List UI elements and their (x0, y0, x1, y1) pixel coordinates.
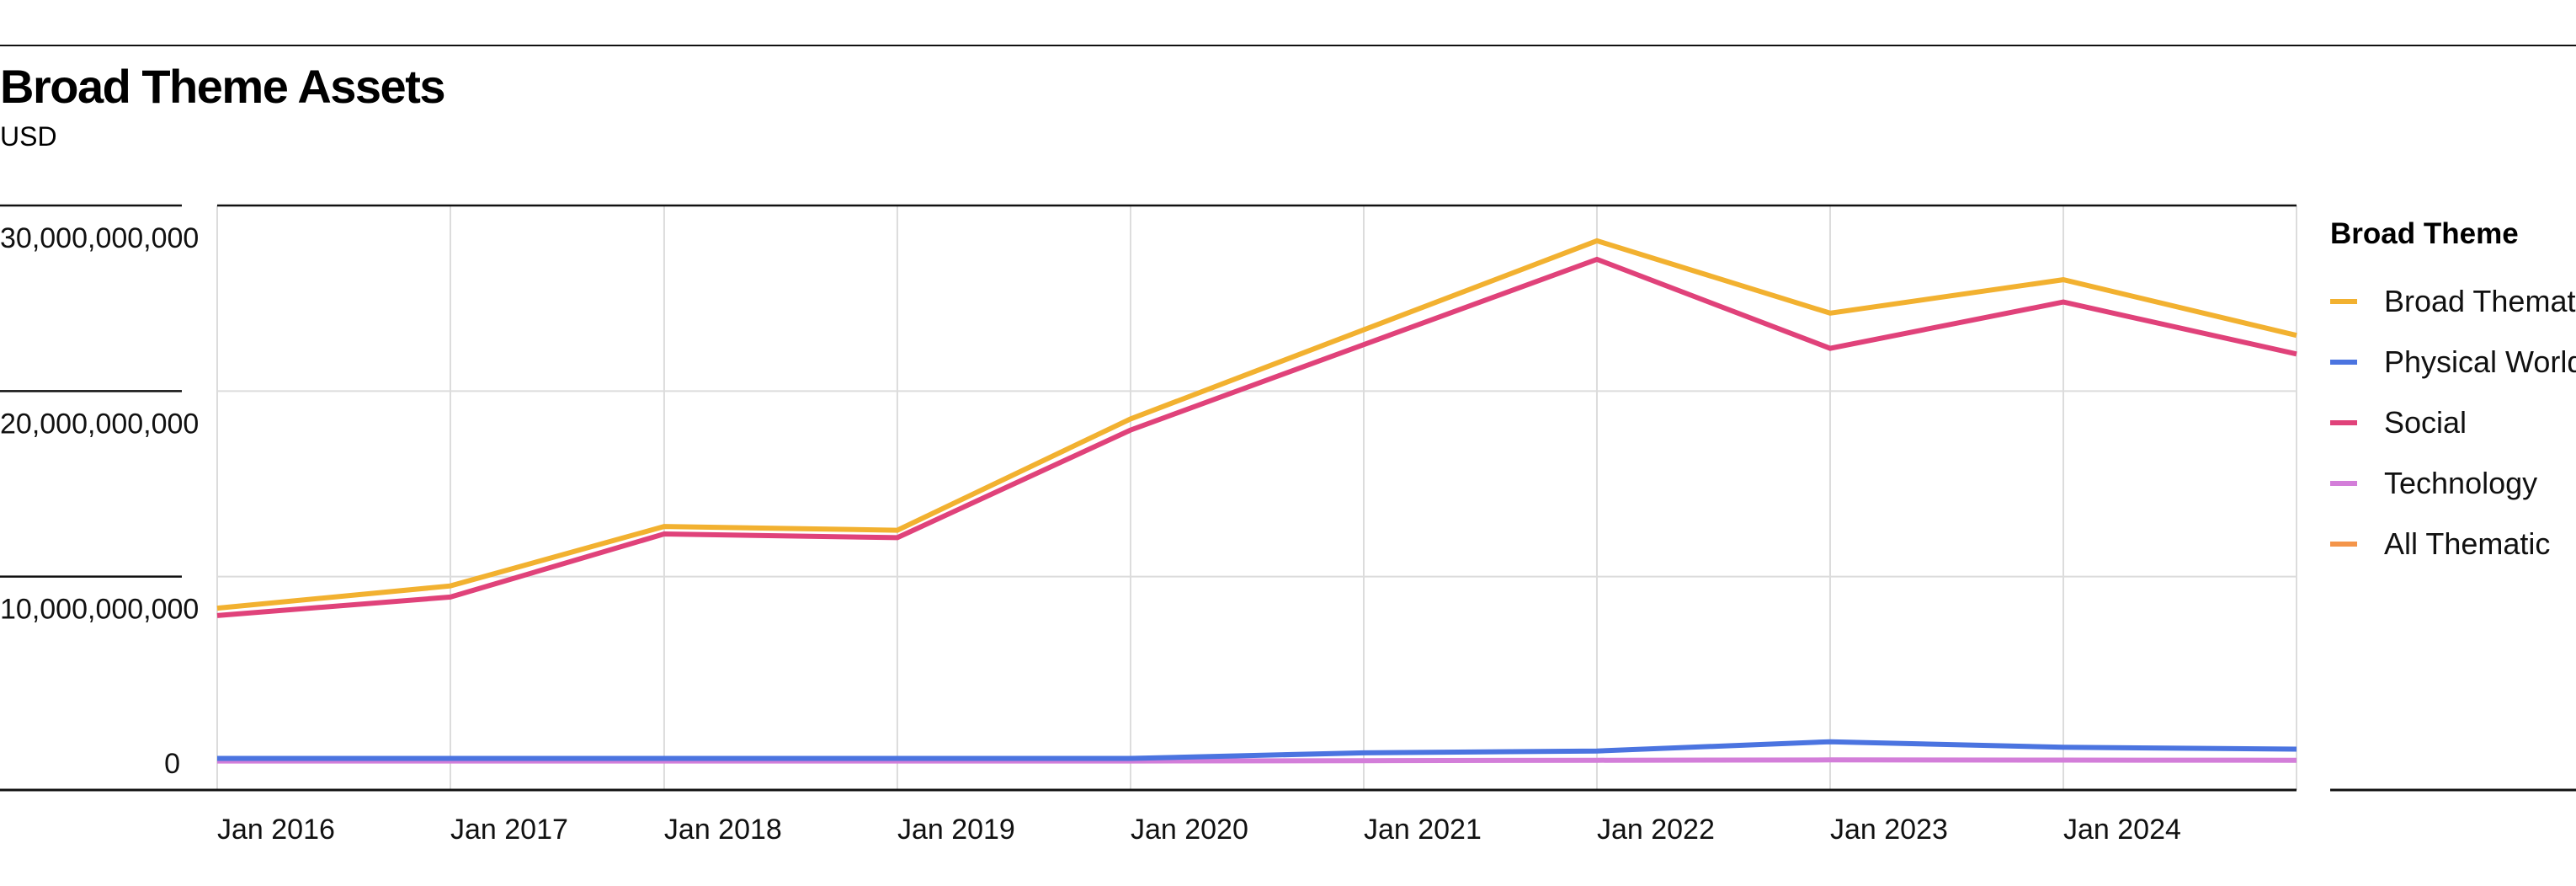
legend-label: All Thematic (2384, 526, 2551, 561)
y-tick-label: 20,000,000,000 (0, 408, 199, 440)
top-rule (0, 45, 2576, 46)
legend-item-broad-thematic[interactable]: Broad Thematic (2330, 271, 2576, 332)
x-tick-label: Jan 2021 (1364, 814, 1482, 846)
y-tick-label: 0 (164, 748, 180, 780)
x-tick-label: Jan 2017 (450, 814, 568, 846)
legend-label: Social (2384, 405, 2467, 440)
series-line-broad-thematic (216, 238, 2297, 611)
legend-item-technology[interactable]: Technology (2330, 453, 2576, 514)
legend-swatch (2330, 481, 2357, 486)
legend-label: Broad Thematic (2384, 284, 2576, 318)
x-tick-label: Jan 2016 (217, 814, 335, 846)
legend-swatch (2330, 542, 2357, 547)
series-line-social (216, 256, 2297, 618)
x-tick-label: Jan 2023 (1830, 814, 1948, 846)
legend-swatch (2330, 360, 2357, 365)
series-line-technology (217, 757, 2297, 764)
legend-item-physical-world[interactable]: Physical World (2330, 332, 2576, 392)
legend-item-all-thematic[interactable]: All Thematic (2330, 514, 2576, 574)
legend-item-social[interactable]: Social (2330, 392, 2576, 453)
x-tick-label: Jan 2018 (664, 814, 782, 846)
legend-title: Broad Theme (2330, 217, 2519, 250)
y-tick-label: 30,000,000,000 (0, 222, 199, 254)
legend-label: Technology (2384, 466, 2538, 500)
x-tick-label: Jan 2020 (1131, 814, 1248, 846)
legend-swatch (2330, 420, 2357, 425)
legend-swatch (2330, 299, 2357, 304)
legend-label: Physical World (2384, 344, 2576, 379)
chart-title: Broad Theme Assets (0, 60, 446, 113)
series-line-physical-world (217, 739, 2297, 761)
x-tick-label: Jan 2022 (1597, 814, 1715, 846)
legend: Broad Theme Broad Thematic Physical Worl… (2330, 217, 2576, 574)
x-tick-label: Jan 2024 (2063, 814, 2181, 846)
y-tick-label: 10,000,000,000 (0, 594, 199, 626)
chart-subtitle: USD (0, 121, 57, 152)
x-tick-label: Jan 2019 (897, 814, 1015, 846)
